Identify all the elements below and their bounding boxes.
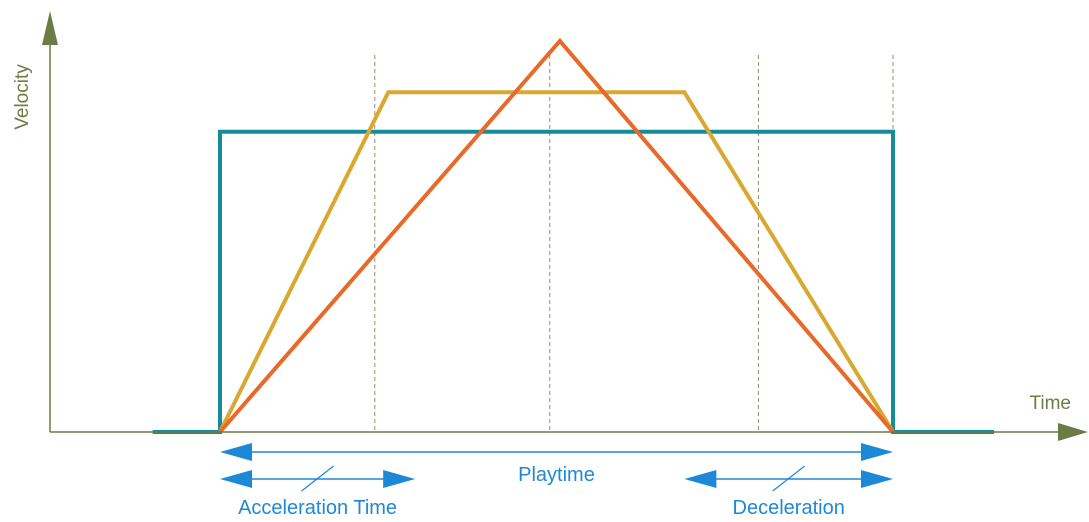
annotation-2-arrow-head-left [220,470,252,488]
y-axis-arrowhead [42,11,58,45]
annotation-3-arrow-head-left [684,470,717,488]
annotation-3-break-mark [772,465,806,492]
y-axis-label: Velocity [12,64,33,130]
annotations: Playtime Acceleration Time Deceleration [220,443,893,519]
event-marker-lines [374,55,894,432]
series-line-2 [218,90,895,434]
annotation-2-arrow [220,465,416,492]
axes: Time Velocity [12,11,1088,441]
annotation-1-label: Playtime [518,464,595,486]
series-line-3 [218,37,895,434]
x-axis-arrowhead [1058,423,1088,441]
annotation-1-arrow [220,443,893,461]
series-line-1 [152,129,994,434]
annotation-3-arrow [684,465,893,492]
x-axis-label: Time [1029,393,1071,414]
annotation-2-label: Acceleration Time [238,497,397,519]
annotation-2-break-mark [301,465,334,492]
annotation-3-arrow-head-right [861,470,893,488]
annotation-1-arrow-head-left [220,443,252,461]
annotation-3-label: Deceleration [733,497,845,519]
annotation-1-arrow-head-right [861,443,893,461]
series-group [152,37,994,434]
annotation-2-arrow-head-right [383,470,416,488]
